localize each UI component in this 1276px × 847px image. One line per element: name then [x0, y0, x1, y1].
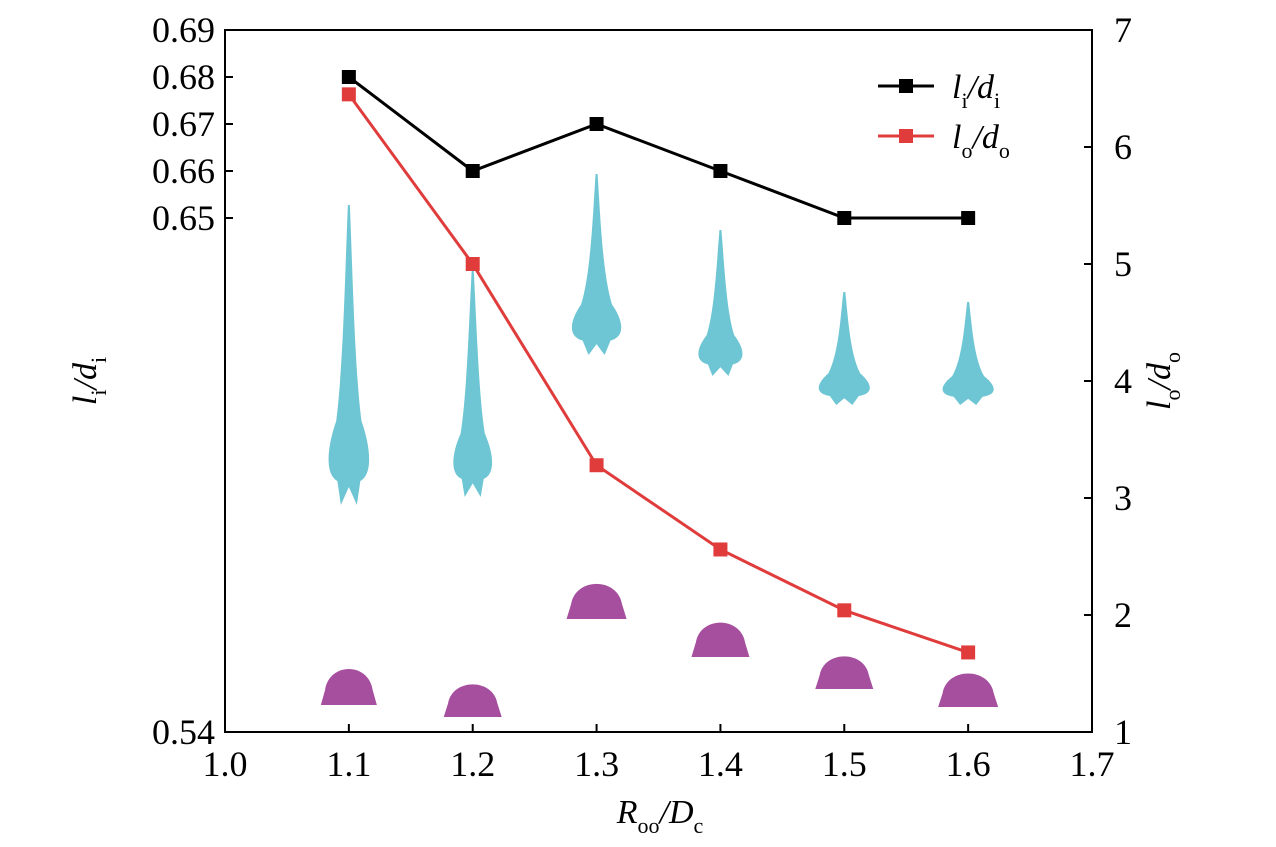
- series-point-1: [341, 70, 356, 84]
- x-tick-label: 1.7: [1070, 744, 1115, 784]
- inner-droplet-image: [453, 270, 493, 497]
- y-left-tick-label: 0.67: [152, 104, 215, 144]
- axes: 1.0 1.1 1.2 1.3 1.4 1.5 1.6 1.7 0.54 0.65 0.66 0.67…: [152, 10, 1132, 784]
- outer-droplet-image: [691, 622, 750, 657]
- series-point-2: [465, 257, 480, 271]
- y-right-tick-label: 1: [1114, 712, 1132, 752]
- legend: li/di lo/do: [878, 69, 1010, 163]
- series-point-1: [465, 164, 480, 178]
- y-right-axis-title: lo/do: [1141, 352, 1185, 410]
- y-right-tick-label: 2: [1114, 595, 1132, 635]
- y-left-axis-title: li/di: [67, 357, 111, 405]
- series-line-2: [347, 93, 969, 654]
- x-tick-label: 1.0: [203, 744, 248, 784]
- series-point-2: [341, 87, 356, 102]
- inner-droplet-image: [942, 302, 994, 405]
- y-left-tick-label: 0.69: [152, 10, 215, 50]
- series-point-2: [713, 542, 728, 557]
- x-tick-label: 1.4: [698, 744, 743, 784]
- series-point-1: [837, 211, 852, 225]
- inner-droplet-image: [571, 174, 622, 355]
- x-tick-label: 1.6: [946, 744, 991, 784]
- series-layer: [341, 70, 976, 660]
- outer-droplet-image: [815, 656, 874, 689]
- legend-label: lo/do: [952, 119, 1010, 163]
- y-left-tick-label: 0.68: [152, 57, 215, 97]
- series-point-1: [713, 164, 728, 178]
- legend-marker: [899, 79, 913, 93]
- y-left-tick-label: 0.65: [152, 198, 215, 238]
- outer-droplet-image: [320, 668, 377, 705]
- inner-droplet-image: [698, 230, 743, 376]
- y-right-tick-label: 7: [1114, 10, 1132, 50]
- x-tick-label: 1.3: [574, 744, 619, 784]
- inner-droplet-image: [818, 292, 870, 405]
- x-tick-label: 1.2: [450, 744, 495, 784]
- inset-images: [320, 174, 999, 717]
- y-left-tick-label: 0.54: [152, 712, 215, 752]
- series-point-2: [837, 603, 852, 618]
- outer-droplet-image: [443, 684, 502, 717]
- y-right-tick-label: 3: [1114, 478, 1132, 518]
- series-point-1: [589, 117, 604, 131]
- series-point-1: [961, 211, 976, 225]
- legend-marker: [899, 129, 913, 143]
- inner-droplet-image: [328, 205, 370, 505]
- y-right-tick-label: 5: [1114, 244, 1132, 284]
- y-left-tick-label: 0.66: [152, 151, 215, 191]
- x-tick-label: 1.5: [822, 744, 867, 784]
- x-tick-label: 1.1: [326, 744, 371, 784]
- outer-droplet-image: [566, 583, 627, 619]
- x-axis-title: Roo/Dc: [616, 794, 704, 838]
- series-point-2: [589, 458, 604, 473]
- outer-droplet-image: [938, 673, 999, 707]
- series-point-2: [961, 645, 976, 660]
- axis-titles: Roo/Dc li/di lo/do: [67, 352, 1185, 838]
- y-right-tick-label: 4: [1114, 361, 1132, 401]
- series-line-1: [347, 75, 969, 220]
- y-right-tick-label: 6: [1114, 127, 1132, 167]
- legend-label: li/di: [952, 69, 1000, 113]
